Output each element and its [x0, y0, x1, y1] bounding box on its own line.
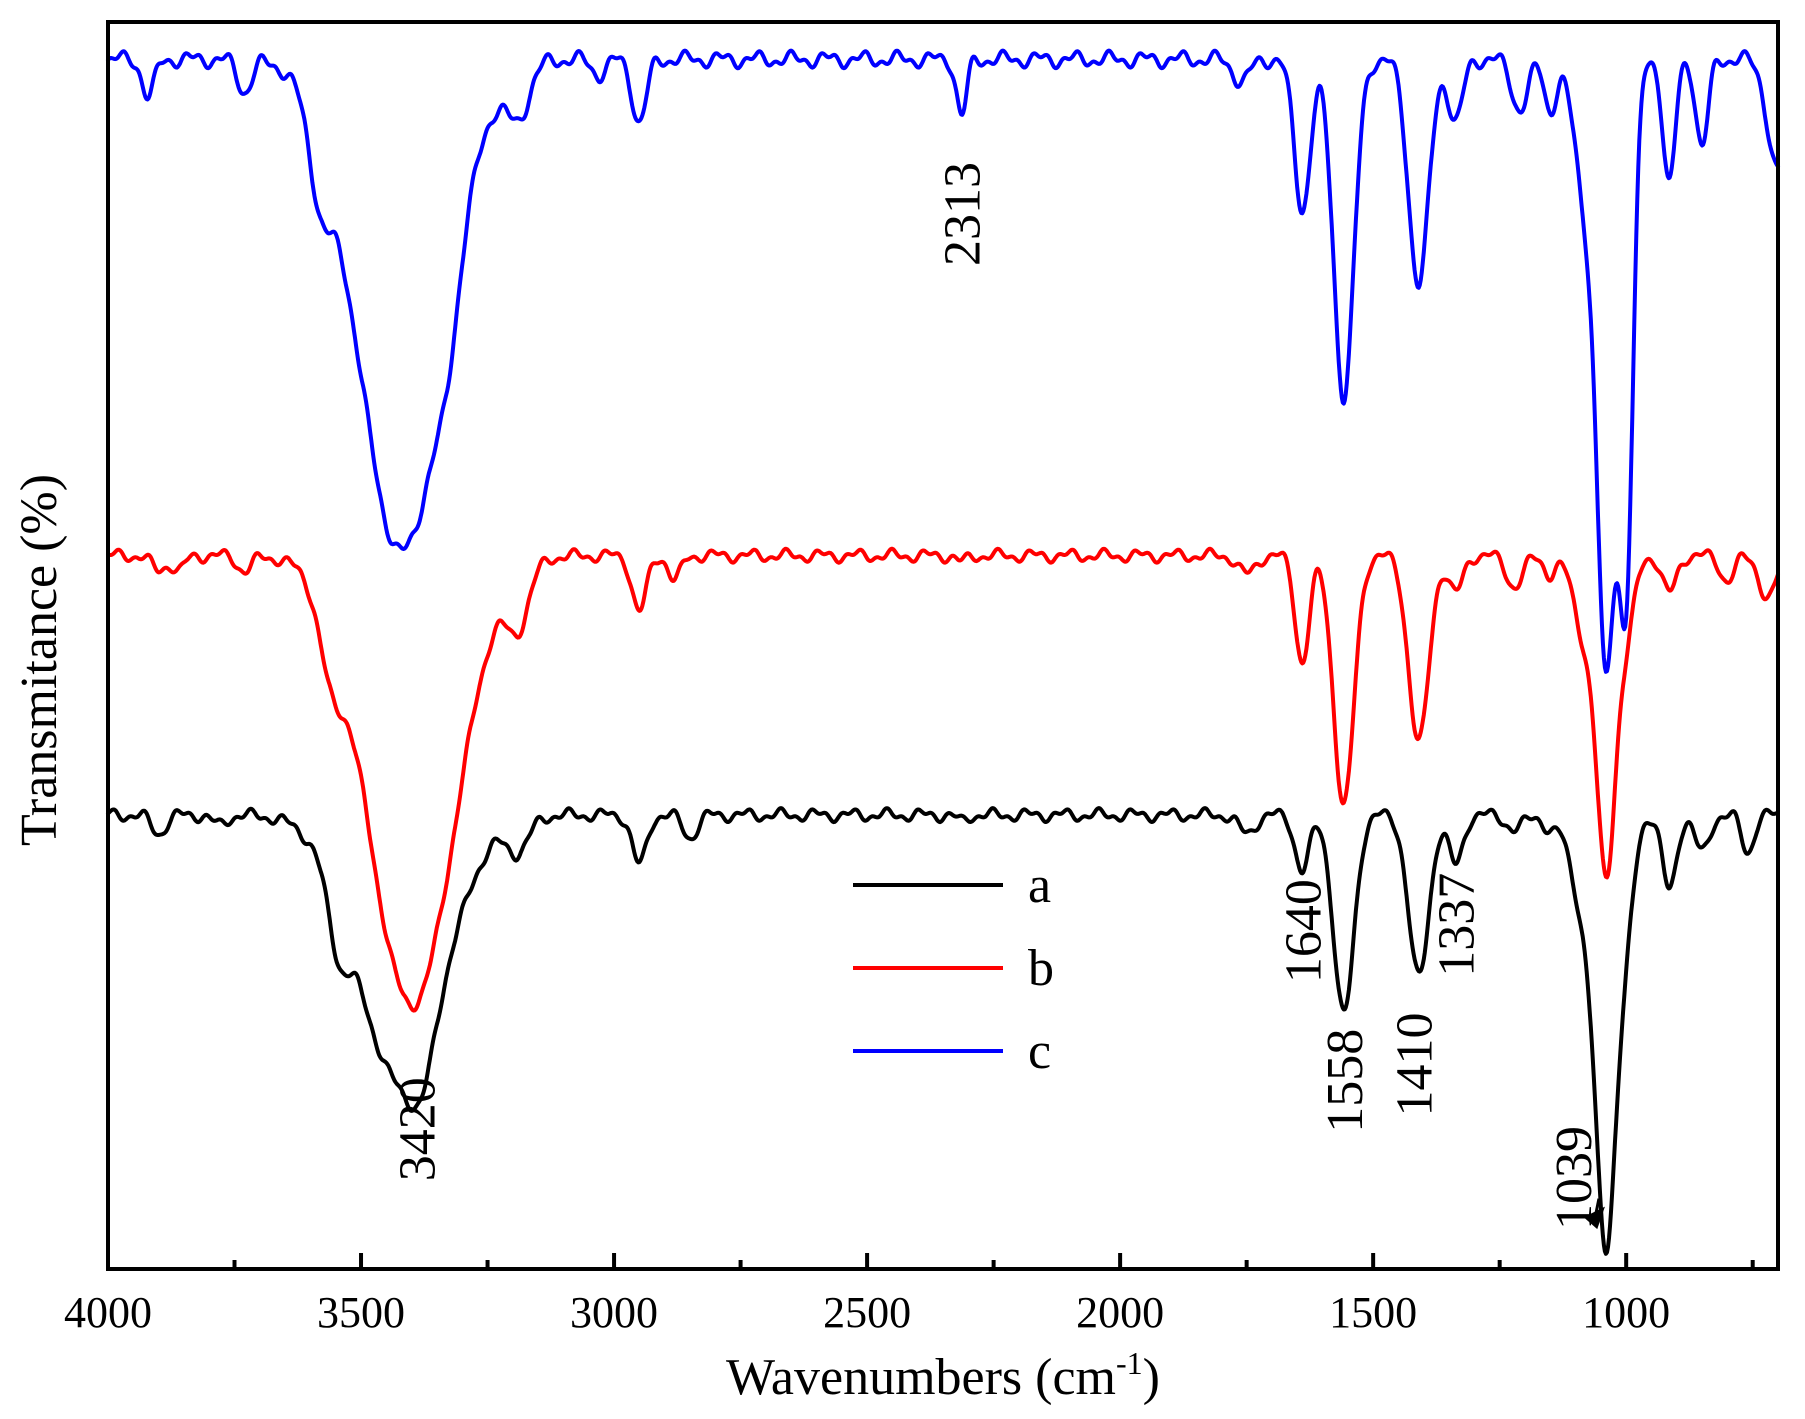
x-tick-label: 1500 [1329, 1288, 1417, 1337]
x-tick-label: 3000 [570, 1288, 658, 1337]
legend-label-b: b [1028, 940, 1054, 997]
x-tick-label: 3500 [317, 1288, 405, 1337]
x-axis-title: Wavenumbers (cm-1) [726, 1345, 1160, 1406]
series-line-a [106, 806, 1780, 1256]
legend: abc [853, 857, 1054, 1080]
x-axis-title-close: ) [1143, 1349, 1160, 1406]
series-line-b [106, 546, 1780, 1013]
peak-label-1410: 1410 [1387, 1013, 1444, 1117]
x-tick-label: 2000 [1076, 1288, 1164, 1337]
peak-arrow-head [1583, 1206, 1605, 1230]
series-line-c [106, 48, 1780, 674]
series-layer [106, 48, 1780, 1256]
peak-label-2313: 2313 [935, 162, 992, 266]
peak-label-1640: 1640 [1275, 879, 1332, 983]
peak-label-1337: 1337 [1429, 873, 1486, 977]
peak-label-3420: 3420 [390, 1077, 447, 1181]
peak-label-1558: 1558 [1317, 1029, 1374, 1133]
x-tick-label: 1000 [1582, 1288, 1670, 1337]
legend-label-a: a [1028, 857, 1051, 914]
x-tick-label: 4000 [64, 1288, 152, 1337]
y-axis-title: Transmitance (%) [11, 474, 68, 846]
x-axis-ticks: 4000 3500 3000 2500 2000 1500 1000 [64, 1253, 1755, 1337]
plot-frame [106, 20, 1780, 1271]
x-axis-title-main: Wavenumbers (cm [726, 1349, 1116, 1406]
legend-label-c: c [1028, 1023, 1051, 1080]
x-axis-title-sup: -1 [1116, 1345, 1143, 1381]
x-tick-label: 2500 [823, 1288, 911, 1337]
